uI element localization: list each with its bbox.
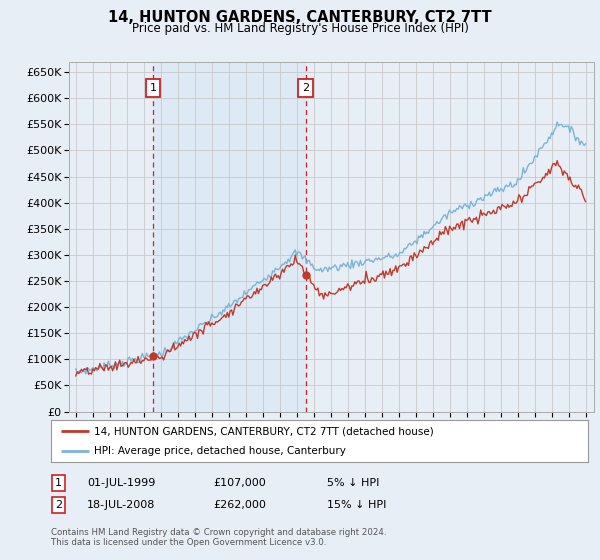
Text: 15% ↓ HPI: 15% ↓ HPI [327, 500, 386, 510]
Text: 5% ↓ HPI: 5% ↓ HPI [327, 478, 379, 488]
Text: £262,000: £262,000 [213, 500, 266, 510]
Text: 14, HUNTON GARDENS, CANTERBURY, CT2 7TT (detached house): 14, HUNTON GARDENS, CANTERBURY, CT2 7TT … [94, 426, 434, 436]
Text: 1: 1 [55, 478, 62, 488]
Text: 18-JUL-2008: 18-JUL-2008 [87, 500, 155, 510]
Text: Price paid vs. HM Land Registry's House Price Index (HPI): Price paid vs. HM Land Registry's House … [131, 22, 469, 35]
Text: £107,000: £107,000 [213, 478, 266, 488]
Bar [153, 62, 306, 412]
Text: 01-JUL-1999: 01-JUL-1999 [87, 478, 155, 488]
Text: 14, HUNTON GARDENS, CANTERBURY, CT2 7TT: 14, HUNTON GARDENS, CANTERBURY, CT2 7TT [108, 10, 492, 25]
Text: 2: 2 [55, 500, 62, 510]
Text: HPI: Average price, detached house, Canterbury: HPI: Average price, detached house, Cant… [94, 446, 346, 456]
Text: Contains HM Land Registry data © Crown copyright and database right 2024.
This d: Contains HM Land Registry data © Crown c… [51, 528, 386, 548]
Text: 1: 1 [149, 83, 157, 93]
Text: 2: 2 [302, 83, 310, 93]
